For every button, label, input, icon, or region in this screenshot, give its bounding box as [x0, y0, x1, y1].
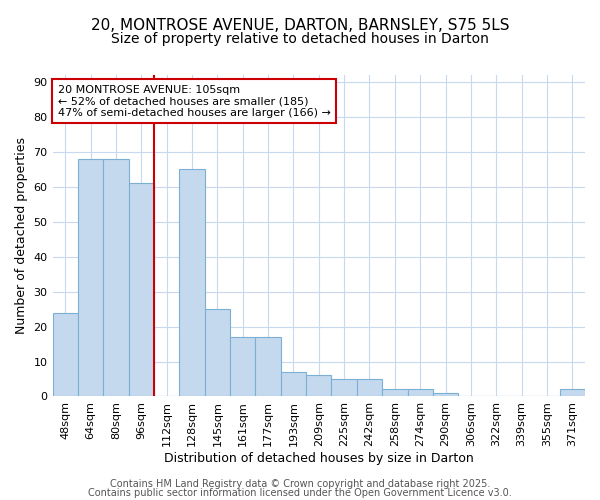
X-axis label: Distribution of detached houses by size in Darton: Distribution of detached houses by size …	[164, 452, 473, 465]
Y-axis label: Number of detached properties: Number of detached properties	[15, 137, 28, 334]
Text: Size of property relative to detached houses in Darton: Size of property relative to detached ho…	[111, 32, 489, 46]
Bar	[78, 159, 103, 396]
Bar	[179, 170, 205, 396]
Bar	[256, 337, 281, 396]
Bar	[382, 390, 407, 396]
Bar	[128, 184, 154, 396]
Bar	[433, 393, 458, 396]
Bar	[331, 379, 357, 396]
Text: Contains HM Land Registry data © Crown copyright and database right 2025.: Contains HM Land Registry data © Crown c…	[110, 479, 490, 489]
Text: Contains public sector information licensed under the Open Government Licence v3: Contains public sector information licen…	[88, 488, 512, 498]
Bar	[357, 379, 382, 396]
Bar	[230, 337, 256, 396]
Bar	[281, 372, 306, 396]
Bar	[306, 376, 331, 396]
Bar	[103, 159, 128, 396]
Bar	[560, 390, 585, 396]
Bar	[407, 390, 433, 396]
Bar	[53, 312, 78, 396]
Bar	[205, 309, 230, 396]
Text: 20, MONTROSE AVENUE, DARTON, BARNSLEY, S75 5LS: 20, MONTROSE AVENUE, DARTON, BARNSLEY, S…	[91, 18, 509, 32]
Text: 20 MONTROSE AVENUE: 105sqm
← 52% of detached houses are smaller (185)
47% of sem: 20 MONTROSE AVENUE: 105sqm ← 52% of deta…	[58, 84, 331, 118]
